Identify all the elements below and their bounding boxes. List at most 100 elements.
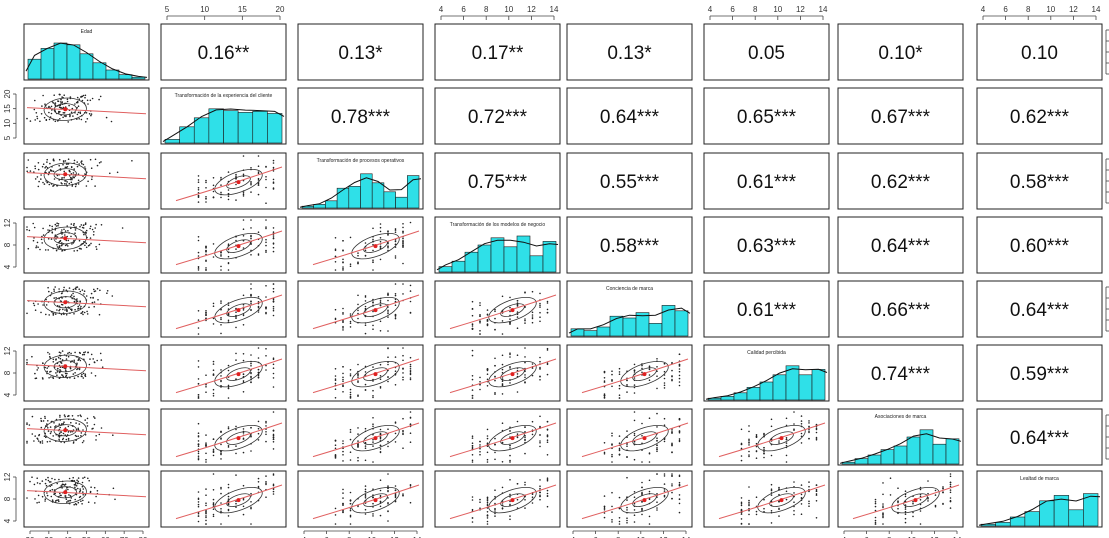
- scatter-point: [357, 505, 359, 508]
- scatter-point: [364, 441, 367, 444]
- scatter-point: [349, 515, 352, 518]
- scatter-point: [919, 523, 922, 525]
- scatter-point: [471, 328, 474, 330]
- scatter-point: [74, 229, 77, 231]
- loess-line: [718, 422, 826, 458]
- correlation-value: 0.64***: [1010, 428, 1070, 449]
- scatter-point: [58, 106, 61, 108]
- scatter-point: [755, 435, 758, 437]
- scatter-point: [57, 223, 60, 225]
- scatter-point: [618, 435, 621, 437]
- scatter-point: [37, 185, 40, 188]
- scatter-point: [242, 228, 245, 230]
- scatter-point: [94, 227, 96, 229]
- scatter-point: [372, 380, 374, 382]
- scatter-point: [479, 388, 481, 391]
- scatter-point: [58, 158, 61, 161]
- scatter-point: [46, 494, 49, 497]
- scatter-point: [509, 356, 511, 358]
- scatter-point: [44, 249, 47, 251]
- scatter-point: [663, 370, 666, 373]
- scatter-point: [516, 300, 519, 302]
- scatter-point: [67, 355, 70, 358]
- scatter-point: [78, 368, 81, 371]
- scatter-point: [235, 173, 237, 176]
- scatter-point: [257, 420, 260, 423]
- cell-frame: [976, 23, 1103, 81]
- scatter-point: [874, 521, 877, 524]
- scatter-point: [656, 387, 658, 390]
- scatter-point: [197, 432, 200, 435]
- scatter-point: [342, 511, 344, 514]
- scatter-point: [205, 442, 207, 444]
- scatter-point: [486, 515, 489, 517]
- mean-point: [510, 436, 515, 441]
- scatter-point: [82, 488, 85, 490]
- scatter-point: [36, 176, 39, 178]
- scatter-point: [633, 458, 636, 461]
- scatter-point: [205, 458, 207, 461]
- scatter-point: [250, 375, 252, 378]
- scatter-point: [257, 179, 260, 181]
- scatter-point: [874, 516, 877, 519]
- correlation-value: 0.61***: [737, 300, 797, 321]
- scatter-point: [539, 360, 541, 363]
- scatter-point: [546, 434, 549, 436]
- scatter-point: [55, 249, 58, 252]
- scatter-point: [342, 380, 344, 383]
- scatter-point: [409, 300, 412, 303]
- scatter-point: [38, 180, 40, 183]
- correlation-value: 0.13*: [338, 43, 383, 64]
- scatter-point: [74, 287, 77, 290]
- scatter-point: [84, 434, 87, 436]
- tick-label: 10: [367, 536, 376, 538]
- tick-label: 20: [26, 536, 35, 538]
- scatter-point: [197, 327, 200, 329]
- scatter-point: [934, 504, 937, 507]
- scatter-point: [379, 330, 382, 332]
- density-curve: [978, 495, 1101, 526]
- scatter-point: [357, 262, 359, 264]
- scatter-point: [82, 429, 84, 431]
- scatter-point: [409, 501, 412, 504]
- scatter-point: [272, 433, 275, 436]
- scatter-point: [101, 366, 104, 369]
- scatter-point: [778, 501, 780, 503]
- scatter-point: [78, 118, 80, 120]
- scatter-point: [748, 504, 750, 507]
- scatter-point: [97, 299, 99, 301]
- cell-frame: [160, 23, 287, 81]
- histogram-bar: [609, 315, 624, 337]
- correlation-value: 0.63***: [737, 236, 797, 257]
- scatter-point: [494, 443, 496, 446]
- scatter-point: [227, 195, 230, 197]
- scatter-point: [220, 318, 222, 321]
- scatter-point: [68, 494, 70, 496]
- mean-point: [63, 490, 68, 495]
- scatter-point: [394, 229, 397, 231]
- tick-label: 8: [3, 496, 12, 501]
- scatter-point: [882, 482, 884, 484]
- loess-line: [175, 484, 283, 520]
- tick-label: 40: [63, 536, 72, 538]
- scatter-point: [618, 507, 621, 510]
- scatter-point: [91, 301, 94, 304]
- scatter-point: [265, 251, 267, 253]
- scatter-point: [55, 425, 57, 427]
- scatter-point: [250, 234, 252, 237]
- scatter-point: [874, 502, 877, 505]
- scatter-point: [509, 430, 511, 432]
- scatter-point: [486, 385, 489, 387]
- scatter-point: [501, 486, 504, 489]
- scatter-point: [471, 354, 474, 357]
- scatter-point: [58, 436, 61, 438]
- scatter-point: [61, 374, 64, 377]
- scatter-point: [372, 445, 374, 447]
- scatter-point: [611, 379, 613, 381]
- scatter-point: [36, 502, 38, 504]
- scatter-point: [815, 436, 818, 439]
- scatter-point: [409, 312, 412, 314]
- scatter-point: [69, 495, 72, 497]
- scatter-point: [740, 523, 743, 525]
- scatter-point: [611, 385, 613, 388]
